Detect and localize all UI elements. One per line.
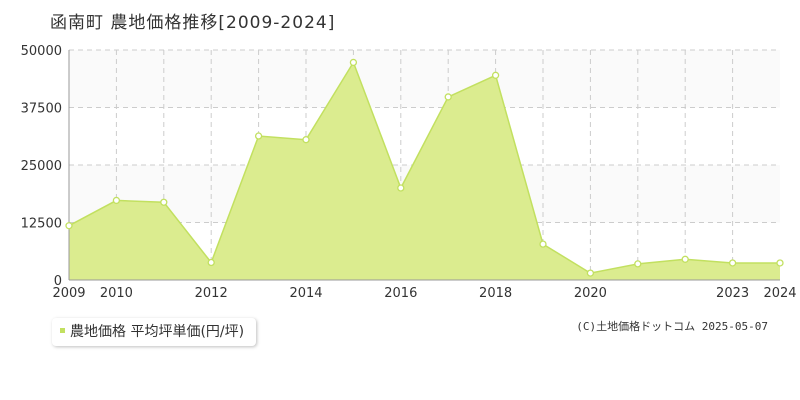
legend-swatch — [60, 327, 65, 333]
x-tick-label: 2020 — [574, 286, 607, 301]
y-tick-label: 0 — [54, 274, 62, 289]
x-tick-label: 2016 — [384, 286, 417, 301]
y-tick-label: 12500 — [21, 217, 62, 232]
data-point — [349, 58, 358, 67]
y-tick-label: 37500 — [21, 102, 62, 117]
grid-band — [69, 50, 780, 108]
copyright-text: (C)土地価格ドットコム 2025-05-07 — [576, 320, 768, 333]
data-point — [586, 269, 595, 277]
x-tick-label: 2012 — [195, 286, 228, 301]
x-tick-label: 2010 — [100, 286, 133, 301]
chart-title: 函南町 農地価格推移[2009-2024] — [50, 13, 336, 33]
data-point — [444, 93, 452, 101]
data-point — [112, 196, 121, 205]
x-tick-label: 2014 — [289, 286, 322, 301]
data-point — [728, 259, 737, 267]
data-point — [397, 184, 405, 192]
data-point — [160, 198, 168, 206]
y-tick-label: 25000 — [21, 159, 62, 174]
x-tick-label: 2018 — [479, 286, 512, 301]
data-point — [65, 222, 73, 230]
data-point — [539, 240, 547, 248]
data-point — [254, 132, 263, 140]
y-tick-label: 50000 — [21, 44, 62, 59]
legend-label: 農地価格 平均坪単価(円/坪) — [70, 324, 245, 340]
data-point — [681, 255, 689, 263]
x-tick-label: 2024 — [763, 286, 796, 301]
data-point — [634, 260, 642, 268]
data-point — [776, 259, 784, 267]
x-tick-label: 2023 — [716, 286, 749, 301]
data-point — [207, 258, 215, 267]
legend: 農地価格 平均坪単価(円/坪) — [52, 318, 257, 346]
x-tick-label: 2009 — [52, 286, 85, 301]
series-area — [69, 62, 780, 280]
series-line — [68, 60, 780, 274]
data-point — [491, 71, 500, 79]
data-point — [302, 136, 310, 144]
